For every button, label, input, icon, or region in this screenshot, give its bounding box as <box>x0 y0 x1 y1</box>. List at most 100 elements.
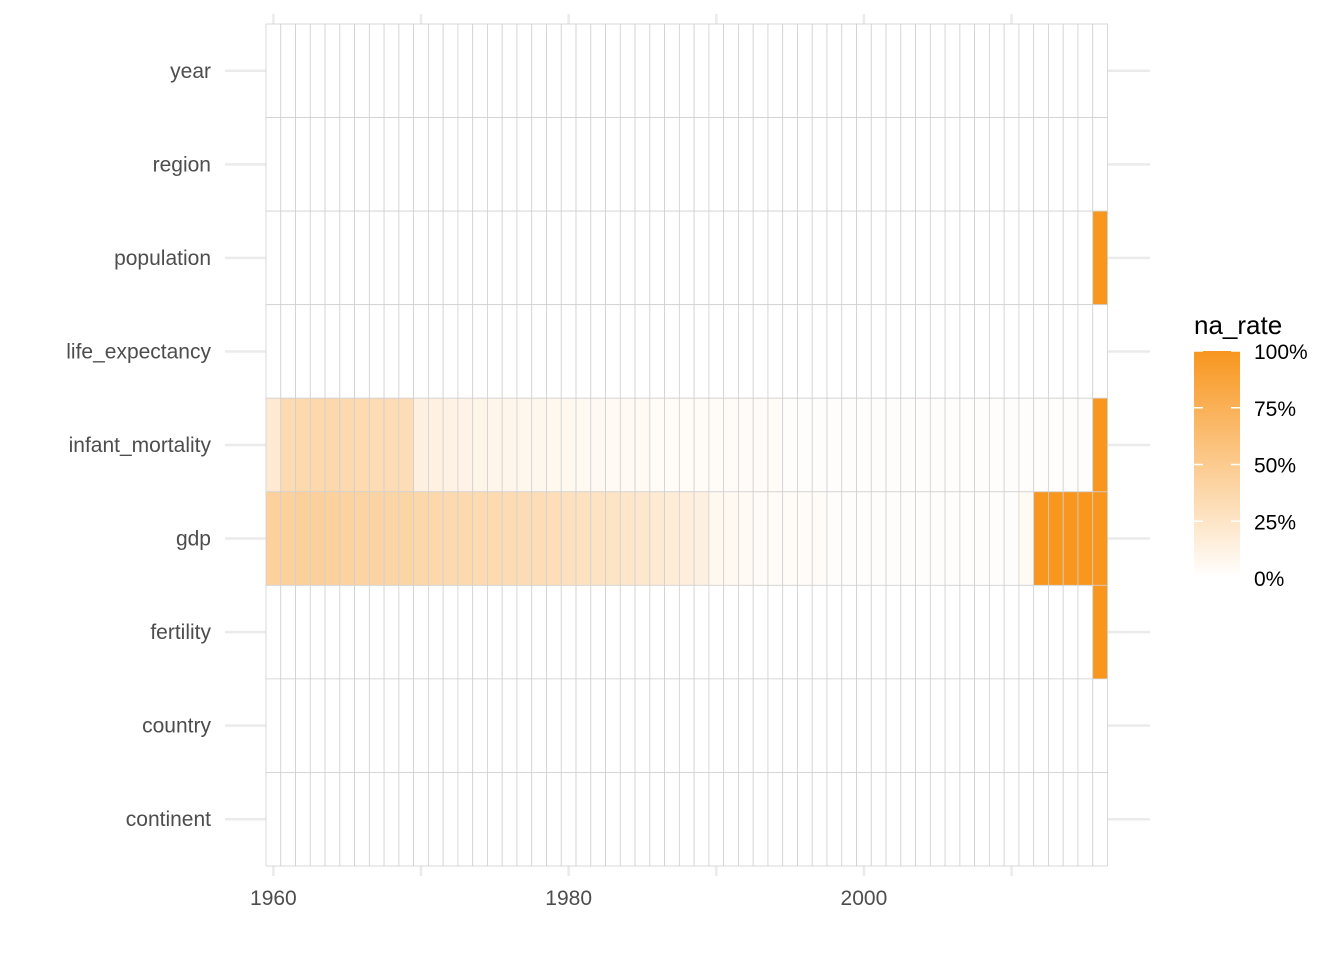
heatmap-cell-continent-1988 <box>678 772 695 867</box>
heatmap-cell-region-2016 <box>1092 117 1108 212</box>
heatmap-cell-continent-1995 <box>782 772 798 867</box>
heatmap-cell-year-1977 <box>516 23 533 118</box>
heatmap-cell-life-expectancy-1976 <box>501 304 518 399</box>
heatmap-cell-infant-mortality-2015 <box>1077 397 1094 493</box>
heatmap-cell-gdp-1980 <box>560 491 577 586</box>
heatmap-cell-country-1971 <box>427 678 444 773</box>
heatmap-cell-region-1994 <box>767 117 784 212</box>
heatmap-cell-continent-2003 <box>900 772 916 867</box>
heatmap-cell-year-1987 <box>664 23 680 118</box>
heatmap-cell-fertility-1973 <box>457 584 474 680</box>
heatmap-cell-continent-2012 <box>1033 772 1049 867</box>
heatmap-cell-region-1981 <box>575 117 592 212</box>
y-tick-label-life-expectancy: life_expectancy <box>66 340 211 363</box>
heatmap-cell-infant-mortality-1961 <box>280 397 296 493</box>
heatmap-cell-infant-mortality-1964 <box>324 397 341 493</box>
heatmap-cell-year-1995 <box>782 23 798 118</box>
heatmap-cell-country-1996 <box>797 678 813 773</box>
heatmap-cell-life-expectancy-1972 <box>442 304 459 399</box>
heatmap-cell-gdp-1989 <box>693 491 710 586</box>
heatmap-cell-population-1998 <box>826 210 843 306</box>
heatmap-cell-infant-mortality-1988 <box>678 397 695 493</box>
heatmap-cell-fertility-1994 <box>767 584 784 680</box>
heatmap-cell-region-1992 <box>738 117 754 212</box>
heatmap-cell-infant-mortality-1984 <box>619 397 636 493</box>
heatmap-cell-life-expectancy-1981 <box>575 304 592 399</box>
heatmap-cell-gdp-2000 <box>856 491 872 586</box>
heatmap-cell-continent-1983 <box>605 772 621 867</box>
heatmap-cell-continent-2009 <box>988 772 1005 867</box>
heatmap-cell-population-1962 <box>295 210 311 306</box>
heatmap-cell-year-1962 <box>295 23 311 118</box>
heatmap-cell-continent-2013 <box>1048 772 1064 867</box>
heatmap-cell-infant-mortality-2003 <box>900 397 916 493</box>
heatmap-cell-fertility-1965 <box>339 584 355 680</box>
heatmap-cell-year-1985 <box>634 23 651 118</box>
heatmap-cell-gdp-2016 <box>1092 491 1108 586</box>
heatmap-cell-population-2002 <box>885 210 902 306</box>
heatmap-cell-country-1988 <box>678 678 695 773</box>
heatmap-cell-continent-2016 <box>1092 772 1108 867</box>
heatmap-cell-gdp-1991 <box>723 491 739 586</box>
heatmap-cell-infant-mortality-1965 <box>339 397 355 493</box>
heatmap-cell-gdp-1993 <box>752 491 769 586</box>
heatmap-cell-population-1999 <box>841 210 857 306</box>
heatmap-cell-infant-mortality-2007 <box>959 397 976 493</box>
heatmap-cell-continent-2001 <box>870 772 887 867</box>
heatmap-cell-population-1972 <box>442 210 459 306</box>
heatmap-cell-country-1979 <box>546 678 562 773</box>
heatmap-cell-region-1991 <box>723 117 739 212</box>
heatmap-cell-infant-mortality-1999 <box>841 397 857 493</box>
heatmap-cell-continent-1997 <box>811 772 828 867</box>
heatmap-cell-country-2003 <box>900 678 916 773</box>
heatmap-cell-country-1961 <box>280 678 296 773</box>
heatmap-cell-fertility-2007 <box>959 584 976 680</box>
heatmap-cell-year-2003 <box>900 23 916 118</box>
heatmap-cell-country-1966 <box>354 678 370 773</box>
heatmap-cell-gdp-1974 <box>472 491 488 586</box>
heatmap-cell-country-2004 <box>915 678 931 773</box>
heatmap-cell-gdp-2011 <box>1018 491 1035 586</box>
heatmap-cell-year-2015 <box>1077 23 1094 118</box>
heatmap-cell-continent-1971 <box>427 772 444 867</box>
heatmap-cell-gdp-1981 <box>575 491 592 586</box>
heatmap-cell-infant-mortality-1970 <box>413 397 429 493</box>
heatmap-cell-country-1993 <box>752 678 769 773</box>
heatmap-cell-fertility-1989 <box>693 584 710 680</box>
heatmap-cell-fertility-2002 <box>885 584 902 680</box>
heatmap-cell-life-expectancy-1987 <box>664 304 680 399</box>
heatmap-cell-country-1987 <box>664 678 680 773</box>
heatmap-cell-region-1962 <box>295 117 311 212</box>
heatmap-cell-continent-1973 <box>457 772 474 867</box>
heatmap-cell-country-1986 <box>649 678 666 773</box>
heatmap-cell-region-2011 <box>1018 117 1035 212</box>
heatmap-cell-gdp-1997 <box>811 491 828 586</box>
heatmap-cell-continent-1975 <box>487 772 503 867</box>
heatmap-cell-gdp-1964 <box>324 491 341 586</box>
heatmap-cell-region-1967 <box>368 117 385 212</box>
heatmap-cell-continent-1992 <box>738 772 754 867</box>
heatmap-cell-year-1978 <box>531 23 547 118</box>
heatmap-cell-continent-1974 <box>472 772 488 867</box>
heatmap-cell-continent-2014 <box>1062 772 1079 867</box>
heatmap-cell-year-1984 <box>619 23 636 118</box>
heatmap-cell-life-expectancy-1974 <box>472 304 488 399</box>
heatmap-cell-country-1992 <box>738 678 754 773</box>
heatmap-cell-year-2006 <box>944 23 961 118</box>
heatmap-cell-region-2002 <box>885 117 902 212</box>
heatmap-cell-country-1965 <box>339 678 355 773</box>
heatmap-cell-gdp-1967 <box>368 491 385 586</box>
heatmap-cell-population-1985 <box>634 210 651 306</box>
heatmap-cell-population-1967 <box>368 210 385 306</box>
heatmap-cell-continent-1962 <box>295 772 311 867</box>
heatmap-cell-population-1969 <box>398 210 415 306</box>
heatmap-cell-life-expectancy-1964 <box>324 304 341 399</box>
heatmap-cell-life-expectancy-1985 <box>634 304 651 399</box>
heatmap-cell-continent-2005 <box>929 772 946 867</box>
heatmap-cell-continent-1979 <box>546 772 562 867</box>
heatmap-cell-life-expectancy-2010 <box>1003 304 1020 399</box>
x-tick-label-2000: 2000 <box>841 887 888 910</box>
heatmap-cell-year-2016 <box>1092 23 1108 118</box>
heatmap-cell-life-expectancy-1994 <box>767 304 784 399</box>
heatmap-cell-life-expectancy-1977 <box>516 304 533 399</box>
